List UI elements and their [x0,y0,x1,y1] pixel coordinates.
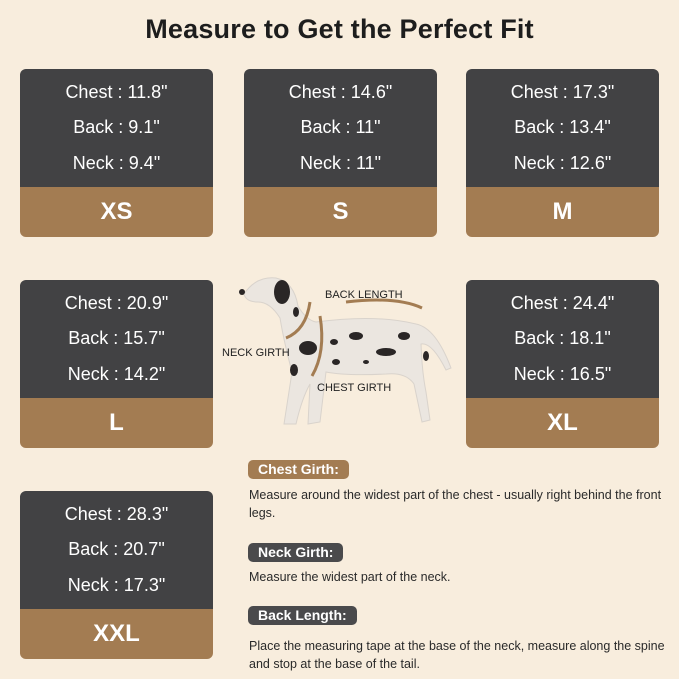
size-label: S [244,187,437,237]
size-label: XS [20,187,213,237]
neck-girth-label: NECK GIRTH [222,347,290,359]
back-length-description: Place the measuring tape at the base of … [249,639,665,671]
size-card-m: Chest : 17.3" Back : 13.4" Neck : 12.6" M [466,69,659,237]
chest-value: Chest : 28.3" [64,504,169,525]
back-value: Back : 9.1" [73,117,160,138]
chest-value: Chest : 24.4" [510,293,615,314]
back-value: Back : 15.7" [68,328,165,349]
size-label: XL [466,398,659,448]
chest-value: Chest : 20.9" [64,293,169,314]
neck-value: Neck : 12.6" [513,152,612,173]
back-length-label: BACK LENGTH [325,289,403,301]
back-value: Back : 11" [300,117,381,138]
size-card-xs: Chest : 11.8" Back : 9.1" Neck : 9.4" XS [20,69,213,237]
chest-girth-label: CHEST GIRTH [317,382,392,394]
neck-value: Neck : 16.5" [513,363,612,384]
size-label: XXL [20,609,213,659]
chest-value: Chest : 11.8" [65,82,168,103]
size-card-s: Chest : 14.6" Back : 11" Neck : 11" S [244,69,437,237]
back-value: Back : 13.4" [514,117,611,138]
size-label: L [20,398,213,448]
neck-girth-description: Measure the widest part of the neck. [249,570,451,584]
neck-value: Neck : 17.3" [67,574,166,595]
neck-girth-tag: Neck Girth: [248,543,344,562]
size-card-xl: Chest : 24.4" Back : 18.1" Neck : 16.5" XL [466,280,659,448]
chest-girth-description: Measure around the widest part of the ch… [249,488,662,520]
size-card-l: Chest : 20.9" Back : 15.7" Neck : 14.2" L [20,280,213,448]
page-title: Measure to Get the Perfect Fit [145,14,534,44]
chest-value: Chest : 17.3" [510,82,615,103]
neck-value: Neck : 11" [299,152,382,173]
back-value: Back : 20.7" [68,539,165,560]
neck-value: Neck : 9.4" [72,152,161,173]
neck-value: Neck : 14.2" [67,363,166,384]
size-label: M [466,187,659,237]
back-length-tag: Back Length: [248,606,357,625]
dalmatian-illustration [239,277,452,425]
back-value: Back : 18.1" [514,328,611,349]
chest-value: Chest : 14.6" [288,82,393,103]
chest-girth-tag: Chest Girth: [248,460,349,479]
size-card-xxl: Chest : 28.3" Back : 20.7" Neck : 17.3" XX… [20,491,213,659]
